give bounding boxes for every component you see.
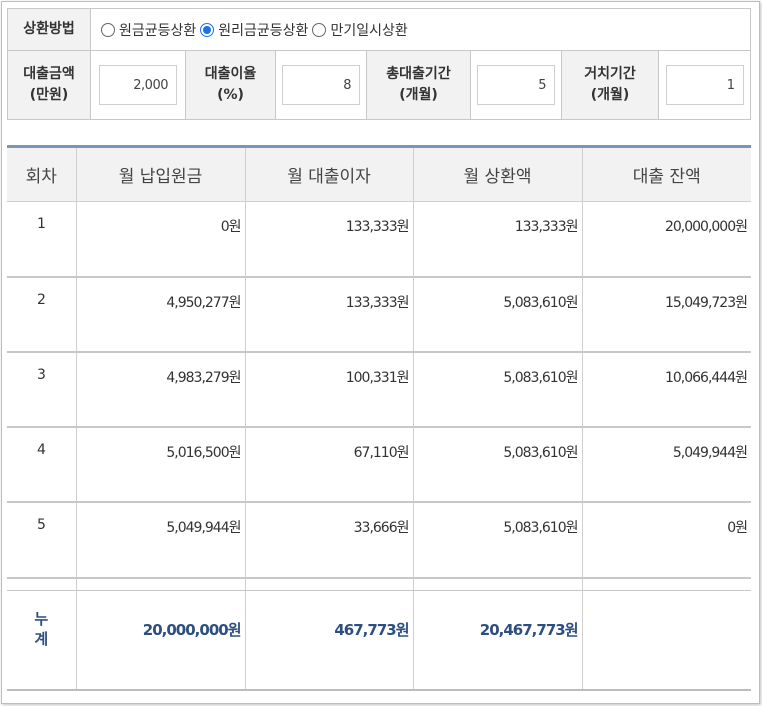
cell-payment: 5,083,610원 <box>413 501 583 579</box>
cell-balance: 5,049,944원 <box>582 426 751 503</box>
cell-interest: 100,331원 <box>245 351 414 428</box>
radio-equal-principal[interactable]: 원금균등상환 <box>101 20 196 40</box>
cell-interest: 133,333원 <box>245 201 414 278</box>
interest-rate-input[interactable] <box>282 65 360 105</box>
col-header-payment: 월 상환액 <box>413 146 583 202</box>
cell-principal: 4,950,277원 <box>76 276 246 353</box>
cell-interest: 133,333원 <box>245 276 414 353</box>
cell-payment: 5,083,610원 <box>413 351 583 428</box>
cell-principal: 5,016,500원 <box>76 426 246 503</box>
repayment-schedule-table: 회차 월 납입원금 월 대출이자 월 상환액 대출 잔액 1 0원 133,33… <box>7 145 751 691</box>
cell-balance: 20,000,000원 <box>582 201 751 278</box>
loan-amount-input[interactable] <box>99 65 177 105</box>
loan-period-input[interactable] <box>477 65 555 105</box>
total-interest: 467,773원 <box>245 590 414 691</box>
radio-circle-icon[interactable] <box>312 22 327 37</box>
table-header-row: 회차 월 납입원금 월 대출이자 월 상환액 대출 잔액 <box>7 146 751 202</box>
total-principal: 20,000,000원 <box>76 590 246 691</box>
cell-round: 2 <box>7 276 77 353</box>
loan-amount-label: 대출금액 (만원) <box>7 50 91 120</box>
cell-payment: 133,333원 <box>413 201 583 278</box>
col-header-principal: 월 납입원금 <box>76 146 246 202</box>
cell-balance: 15,049,723원 <box>582 276 751 353</box>
total-balance <box>582 590 751 691</box>
col-header-balance: 대출 잔액 <box>582 146 751 202</box>
radio-bullet-repayment[interactable]: 만기일시상환 <box>312 20 408 40</box>
total-label: 누 계 <box>7 590 77 691</box>
cell-round: 4 <box>7 426 77 503</box>
radio-label: 원금균등상환 <box>119 22 197 39</box>
table-row: 5 5,049,944원 33,666원 5,083,610원 0원 <box>7 501 751 579</box>
radio-label: 만기일시상환 <box>330 22 408 39</box>
table-divider <box>7 577 751 591</box>
radio-equal-installment[interactable]: 원리금균등상환 <box>200 20 308 40</box>
table-row: 1 0원 133,333원 133,333원 20,000,000원 <box>7 201 751 278</box>
table-row: 4 5,016,500원 67,110원 5,083,610원 5,049,94… <box>7 426 751 503</box>
col-header-interest: 월 대출이자 <box>245 146 414 202</box>
cell-principal: 0원 <box>76 201 246 278</box>
loan-period-label: 총대출기간 (개월) <box>366 50 471 120</box>
cell-payment: 5,083,610원 <box>413 426 583 503</box>
cell-principal: 4,983,279원 <box>76 351 246 428</box>
cell-interest: 33,666원 <box>245 501 414 579</box>
grace-period-input[interactable] <box>665 65 744 105</box>
table-row: 2 4,950,277원 133,333원 5,083,610원 15,049,… <box>7 276 751 353</box>
cell-balance: 0원 <box>582 501 751 579</box>
interest-rate-label: 대출이율 (%) <box>185 50 276 120</box>
radio-label: 원리금균등상환 <box>218 22 309 39</box>
cell-round: 5 <box>7 501 77 579</box>
cell-principal: 5,049,944원 <box>76 501 246 579</box>
total-payment: 20,467,773원 <box>413 590 583 691</box>
col-header-round: 회차 <box>7 146 77 202</box>
loan-input-form: 상환방법 원금균등상환 원리금균등상환 만기일시상환 <box>7 8 752 120</box>
cell-payment: 5,083,610원 <box>413 276 583 353</box>
repayment-method-label: 상환방법 <box>7 8 91 51</box>
table-total-row: 누 계 20,000,000원 467,773원 20,467,773원 <box>7 590 751 691</box>
table-row: 3 4,983,279원 100,331원 5,083,610원 10,066,… <box>7 351 751 428</box>
grace-period-label: 거치기간 (개월) <box>561 50 659 120</box>
cell-interest: 67,110원 <box>245 426 414 503</box>
radio-circle-icon[interactable] <box>101 22 115 37</box>
cell-round: 1 <box>7 201 77 278</box>
repayment-method-options: 원금균등상환 원리금균등상환 만기일시상환 <box>89 8 752 51</box>
cell-balance: 10,066,444원 <box>582 351 751 428</box>
cell-round: 3 <box>7 351 77 428</box>
radio-selected-icon[interactable] <box>200 22 215 37</box>
